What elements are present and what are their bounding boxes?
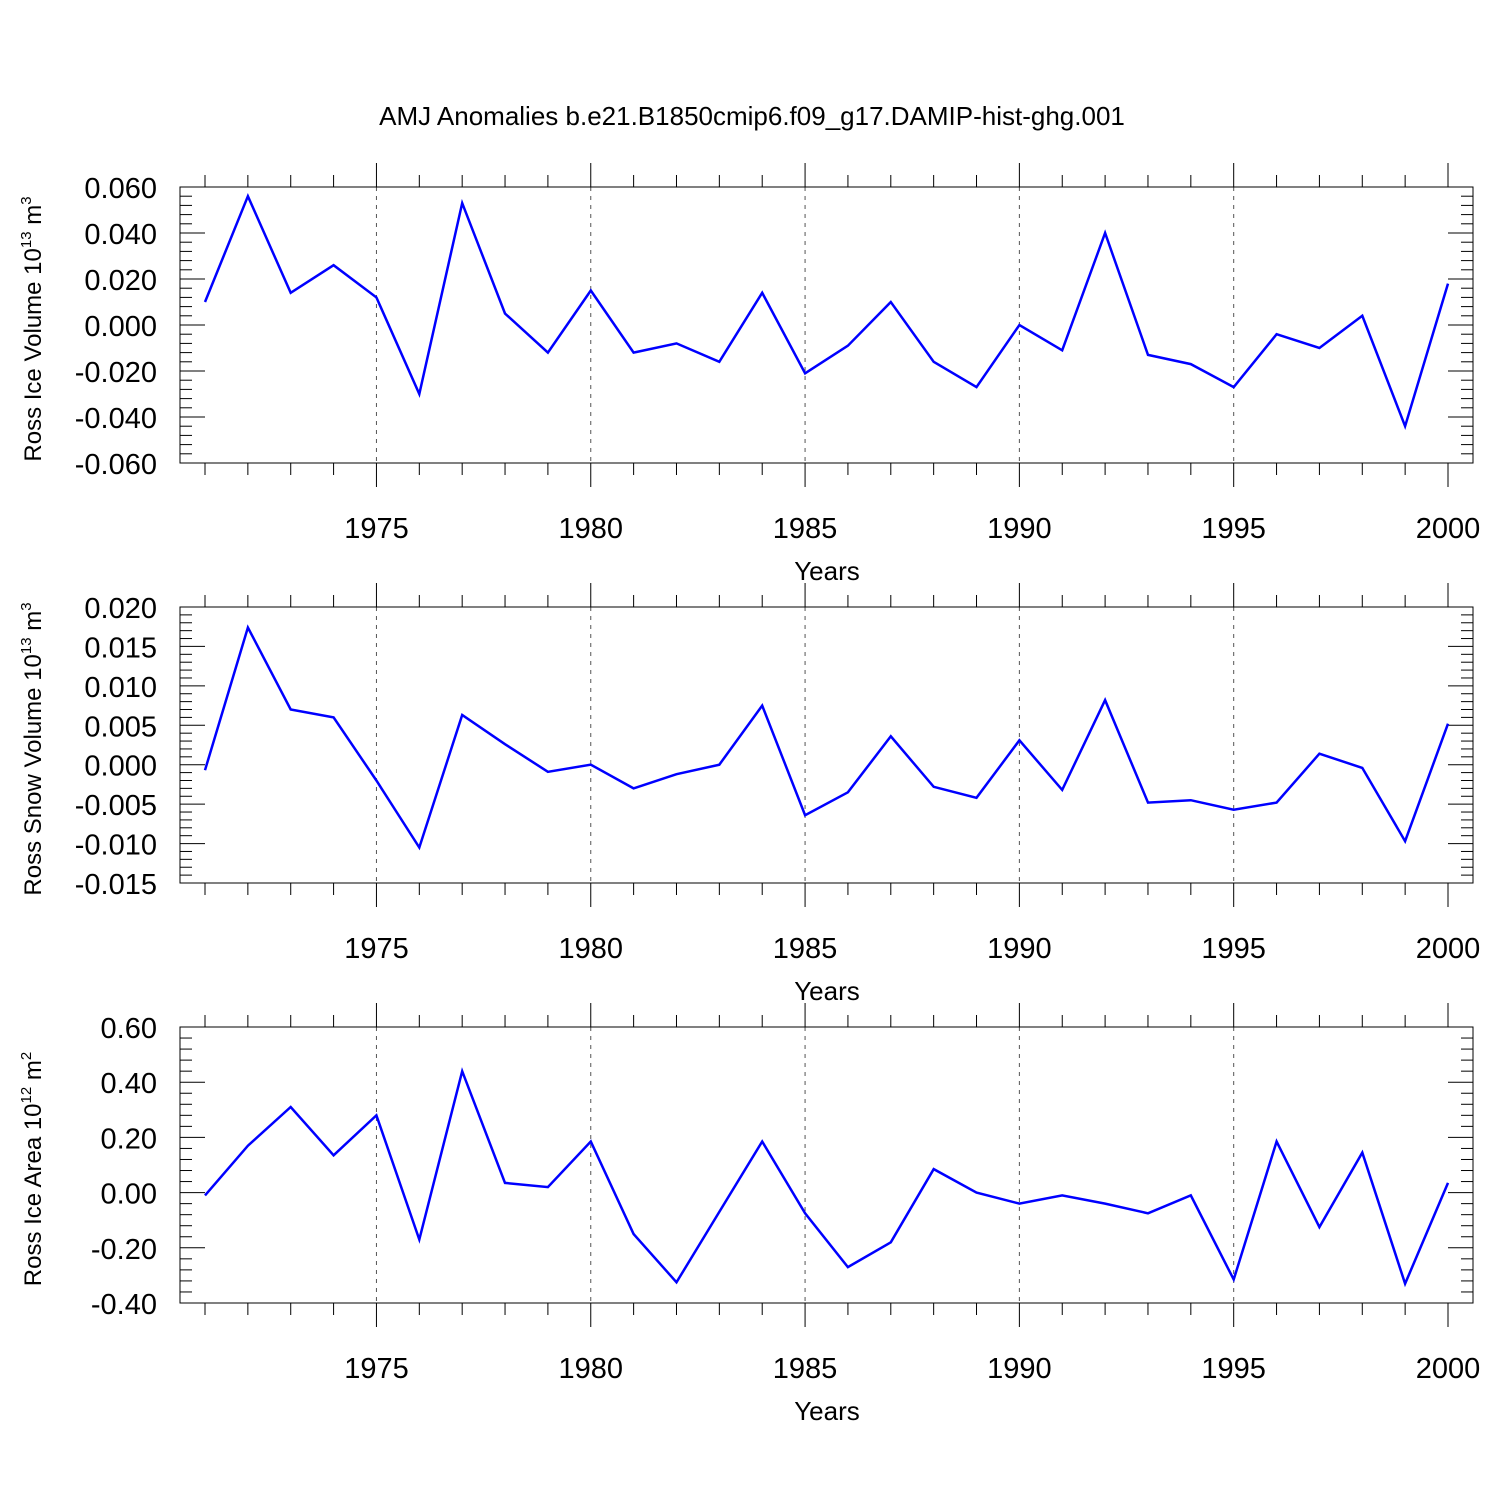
y-tick-label: 0.015 xyxy=(84,632,157,664)
x-axis-label: Years xyxy=(794,976,860,1006)
y-axis-label-text: m xyxy=(20,611,47,638)
y-tick-label: 0.010 xyxy=(84,672,157,704)
y-tick-label: -0.005 xyxy=(75,790,157,822)
x-tick-label: 1985 xyxy=(773,933,838,965)
x-tick-label: 1975 xyxy=(344,933,409,965)
x-tick-label: 1995 xyxy=(1201,513,1266,545)
x-tick-label: 1980 xyxy=(559,1353,624,1385)
x-axis-label: Years xyxy=(794,1396,860,1426)
y-axis-label-text: Ross Snow Volume 10 xyxy=(20,654,47,895)
x-tick-label: 1980 xyxy=(559,933,624,965)
y-tick-label: 0.40 xyxy=(101,1068,157,1100)
figure-title: AMJ Anomalies b.e21.B1850cmip6.f09_g17.D… xyxy=(379,101,1125,131)
y-tick-label: -0.40 xyxy=(91,1289,157,1321)
x-axis-label: Years xyxy=(794,556,860,586)
series-line-ice-area xyxy=(204,1067,1450,1288)
y-axis-label-superscript: 2 xyxy=(18,1052,35,1060)
y-axis-label-superscript: 3 xyxy=(18,602,35,610)
plot-frame xyxy=(179,186,1474,464)
y-tick-label: 0.060 xyxy=(84,173,157,205)
y-tick-label: -0.040 xyxy=(75,403,157,435)
y-tick-label: -0.020 xyxy=(75,357,157,389)
y-axis-label-superscript: 12 xyxy=(18,1087,35,1104)
y-tick-label: 0.60 xyxy=(101,1013,157,1045)
y-axis-label-text: Ross Ice Volume 10 xyxy=(20,248,47,461)
y-axis-label-text: Ross Ice Area 10 xyxy=(20,1103,47,1286)
y-tick-label: 0.000 xyxy=(84,751,157,783)
x-tick-label: 1990 xyxy=(987,1353,1052,1385)
y-axis-label-superscript: 3 xyxy=(18,196,35,204)
y-tick-label: 0.005 xyxy=(84,711,157,743)
series-line-snow-volume xyxy=(203,624,1450,851)
panel-ice-area: -0.40 -0.20 0.00 0.20 0.40 0.60 1975 1980 1985 19… xyxy=(18,1003,1480,1426)
y-tick-label: 0.00 xyxy=(101,1179,157,1211)
y-axis-label: Ross Snow Volume 1013 m3 xyxy=(18,602,47,895)
x-tick-label: 1990 xyxy=(987,513,1052,545)
y-axis-label-text: m xyxy=(20,1060,47,1087)
panels: -0.060 -0.040 -0.020 0.000 0.020 0.040 0.060 19… xyxy=(18,163,1480,1426)
y-tick-label: -0.20 xyxy=(91,1234,157,1266)
y-tick-label: 0.040 xyxy=(84,219,157,251)
x-tick-label: 2000 xyxy=(1416,513,1481,545)
x-tick-label: 1975 xyxy=(344,513,409,545)
x-tick-label: 2000 xyxy=(1416,933,1481,965)
x-tick-label: 1980 xyxy=(559,513,624,545)
x-tick-label: 2000 xyxy=(1416,1353,1481,1385)
plot-frame xyxy=(179,1026,1474,1304)
plot-frame xyxy=(179,606,1474,884)
panel-ice-volume: -0.060 -0.040 -0.020 0.000 0.020 0.040 0.060 19… xyxy=(18,163,1480,586)
y-tick-label: -0.015 xyxy=(75,869,157,901)
y-axis-label-text: m xyxy=(20,205,47,232)
x-tick-label: 1985 xyxy=(773,1353,838,1385)
y-axis-label-superscript: 13 xyxy=(18,637,35,654)
y-tick-label: -0.060 xyxy=(75,449,157,481)
x-tick-label: 1975 xyxy=(344,1353,409,1385)
y-axis-label: Ross Ice Area 1012 m2 xyxy=(18,1052,47,1286)
y-tick-label: 0.020 xyxy=(84,265,157,297)
x-tick-label: 1995 xyxy=(1201,1353,1266,1385)
y-tick-label: 0.000 xyxy=(84,311,157,343)
y-tick-label: -0.010 xyxy=(75,830,157,862)
y-axis-label-superscript: 13 xyxy=(18,231,35,248)
series-line-ice-volume xyxy=(203,192,1450,431)
y-axis-label: Ross Ice Volume 1013 m3 xyxy=(18,196,47,461)
y-tick-label: 0.020 xyxy=(84,593,157,625)
x-tick-label: 1985 xyxy=(773,513,838,545)
x-tick-label: 1995 xyxy=(1201,933,1266,965)
y-tick-label: 0.20 xyxy=(101,1123,157,1155)
x-tick-label: 1990 xyxy=(987,933,1052,965)
panel-snow-volume: -0.015 -0.010 -0.005 0.000 0.005 0.010 0.015 0.… xyxy=(18,583,1480,1006)
